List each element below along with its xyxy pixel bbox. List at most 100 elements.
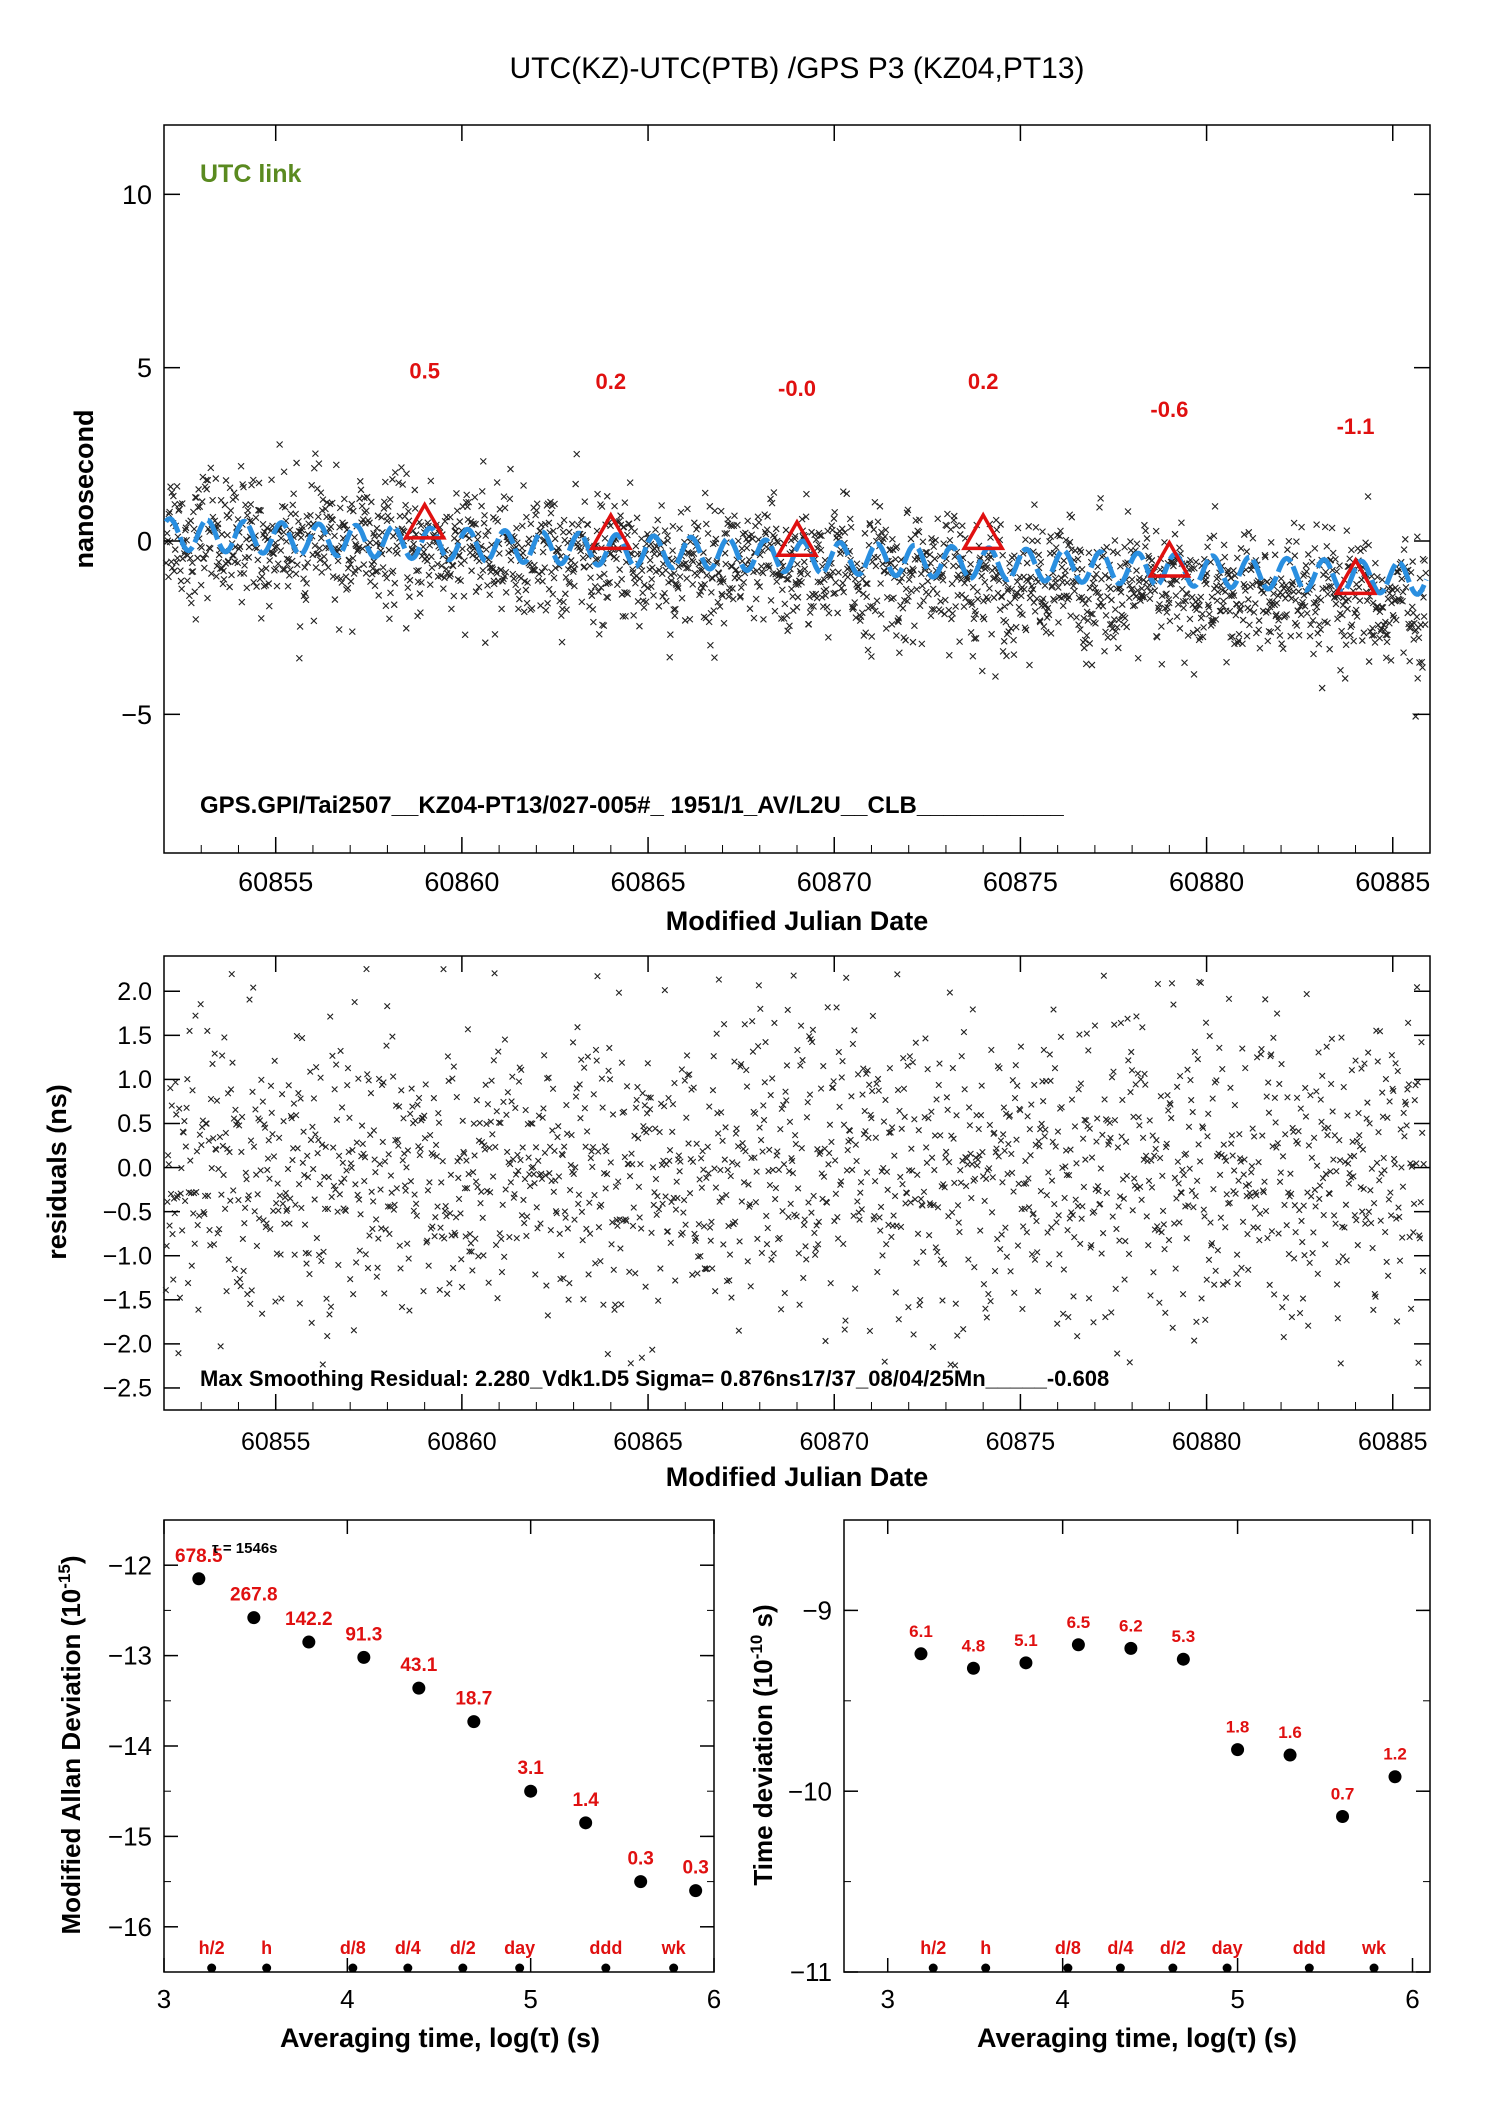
residual-point — [787, 1200, 794, 1208]
raw-point — [337, 575, 345, 583]
raw-point — [843, 490, 851, 498]
residual-point — [367, 1089, 375, 1097]
raw-point — [240, 570, 248, 577]
residual-point — [201, 1192, 209, 1200]
residual-point — [1199, 1123, 1206, 1130]
raw-point — [283, 555, 291, 563]
time-marker-label: wk — [1361, 1938, 1387, 1958]
residual-point — [1387, 1189, 1394, 1196]
residual-point — [204, 1027, 211, 1035]
residual-point — [1301, 1251, 1308, 1259]
marker-label: 0.2 — [596, 369, 627, 394]
raw-point — [704, 530, 712, 537]
raw-point — [948, 615, 955, 623]
raw-point — [797, 570, 805, 578]
raw-point — [1315, 640, 1323, 648]
residual-point — [1188, 1187, 1196, 1194]
raw-point — [347, 560, 354, 568]
residual-point — [1172, 1265, 1179, 1272]
raw-point — [917, 570, 925, 578]
raw-point — [340, 495, 348, 503]
raw-point — [1323, 542, 1331, 550]
residual-point — [230, 1115, 238, 1122]
residual-point — [1382, 1075, 1390, 1083]
residual-point — [1008, 1150, 1015, 1158]
figure-title: UTC(KZ)-UTC(PTB) /GPS P3 (KZ04,PT13) — [509, 52, 1084, 85]
residual-point — [1183, 1235, 1190, 1242]
raw-point — [194, 503, 202, 511]
residual-point — [948, 1132, 955, 1139]
raw-point — [240, 483, 247, 491]
raw-point — [851, 599, 859, 606]
raw-point — [464, 516, 472, 524]
raw-point — [1293, 538, 1300, 546]
residual-point — [1311, 1186, 1319, 1194]
residual-point — [822, 1337, 829, 1345]
raw-point — [569, 568, 577, 575]
residual-point — [423, 1239, 430, 1246]
residual-point — [226, 1148, 233, 1156]
raw-point — [969, 652, 977, 660]
residual-point — [933, 1096, 940, 1103]
residual-point — [1357, 1184, 1364, 1191]
residual-point — [1368, 1165, 1376, 1172]
raw-point — [803, 490, 810, 498]
residual-point — [461, 1150, 468, 1157]
raw-point — [1197, 593, 1205, 601]
residual-point — [707, 1237, 714, 1244]
residual-point — [1099, 1229, 1107, 1237]
residual-point — [711, 1165, 718, 1172]
raw-point — [861, 529, 869, 537]
raw-point — [779, 562, 787, 570]
dev-point — [302, 1635, 316, 1649]
raw-point — [690, 550, 698, 558]
residual-point — [180, 1129, 187, 1136]
residual-point — [291, 1251, 298, 1258]
raw-point — [1365, 658, 1373, 665]
raw-point — [816, 532, 824, 539]
residual-point — [600, 1301, 607, 1308]
residual-point — [309, 1123, 316, 1130]
residual-point — [1112, 1285, 1119, 1292]
residual-point — [734, 1143, 742, 1150]
x-tick-label: 60870 — [799, 1428, 869, 1456]
residual-point — [194, 1221, 201, 1229]
residual-point — [395, 1142, 402, 1149]
raw-point — [1059, 602, 1067, 610]
residual-point — [734, 1161, 741, 1168]
residual-point — [284, 1205, 291, 1213]
raw-point — [426, 541, 434, 549]
raw-point — [902, 585, 910, 593]
residual-point — [246, 996, 253, 1003]
residual-point — [292, 1201, 299, 1208]
tdev-points: 6.14.8 5.16.5 6.25.31.8 1.60.71.2h/2 h d/8 d/4… — [909, 1613, 1407, 1973]
residual-point — [817, 1085, 825, 1092]
residual-point — [1001, 1147, 1008, 1154]
residual-point — [569, 1039, 577, 1046]
dev-point-label: 0.3 — [682, 1858, 708, 1879]
raw-point — [1355, 583, 1363, 591]
residual-point — [794, 1185, 802, 1192]
raw-point — [1042, 601, 1049, 609]
residual-point — [538, 1170, 545, 1178]
marker-label: 0.5 — [409, 359, 440, 384]
residual-point — [318, 1141, 326, 1148]
raw-point — [507, 556, 515, 564]
raw-point — [178, 585, 186, 593]
raw-point — [1255, 617, 1263, 624]
residual-point — [1041, 1133, 1048, 1140]
raw-point — [1010, 636, 1017, 644]
residual-point — [872, 1134, 880, 1141]
residual-point — [354, 1191, 361, 1199]
residual-point — [1057, 1033, 1065, 1040]
residual-point — [1178, 1189, 1185, 1197]
residual-point — [1055, 1212, 1062, 1219]
residual-point — [1402, 1101, 1410, 1108]
residual-point — [240, 1267, 247, 1275]
residual-point — [1367, 1187, 1374, 1194]
raw-point — [1010, 552, 1018, 560]
raw-point — [697, 588, 705, 595]
residual-point — [346, 1114, 353, 1121]
raw-point — [562, 574, 570, 581]
raw-point — [968, 601, 976, 609]
